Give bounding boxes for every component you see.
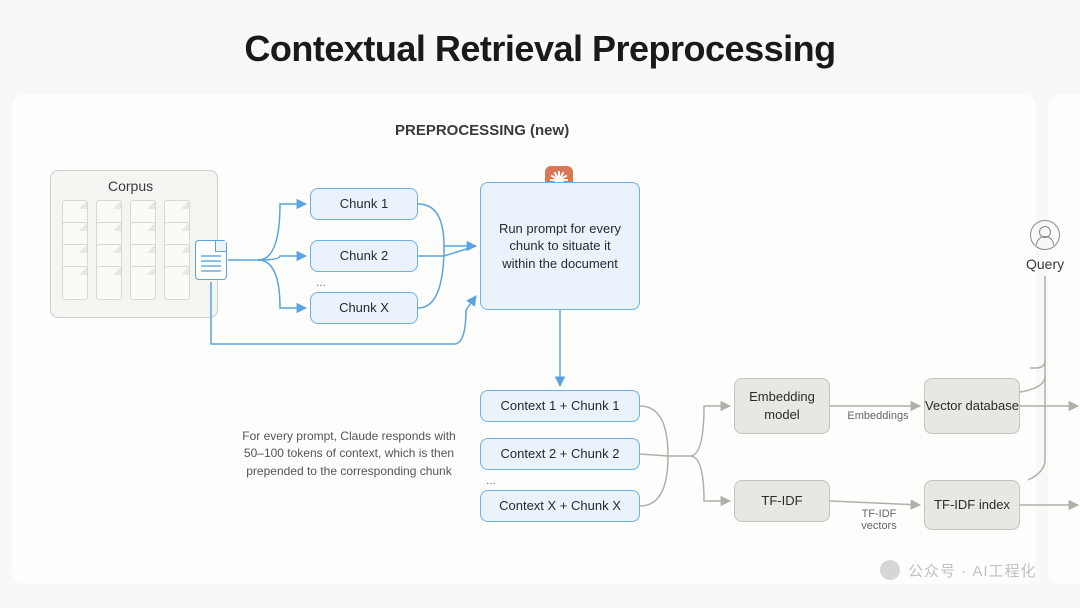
context-node: Context 1 + Chunk 1 [480,390,640,422]
doc-stack-icon [130,200,158,280]
runtime-panel-edge [1048,94,1080,584]
document-icon [195,240,227,280]
caption-text: For every prompt, Claude responds with 5… [240,428,458,480]
chunk-node: Chunk X [310,292,418,324]
page-title: Contextual Retrieval Preprocessing [0,0,1080,70]
embedding-model-box: Embedding model [734,378,830,434]
prompt-box: Run prompt for every chunk to situate it… [480,182,640,310]
context-node: Context 2 + Chunk 2 [480,438,640,470]
watermark-icon [880,560,900,580]
vector-db-box: Vector database [924,378,1020,434]
section-label: PREPROCESSING (new) [395,122,569,139]
chunk-node: Chunk 2 [310,240,418,272]
tfidf-index-box: TF-IDF index [924,480,1020,530]
query-user-icon [1030,220,1060,250]
watermark-text: 公众号 · AI工程化 [908,560,1037,581]
ellipsis: ... [486,473,496,487]
context-node: Context X + Chunk X [480,490,640,522]
chunk-node: Chunk 1 [310,188,418,220]
doc-stack-icon [164,200,192,280]
doc-stack-icon [62,200,90,280]
tfidf-box: TF-IDF [734,480,830,522]
ellipsis: ... [316,275,326,289]
edge-label-embeddings: Embeddings [838,410,918,422]
query-label: Query [1026,256,1064,272]
doc-stack-icon [96,200,124,280]
edge-label-tfidf: TF-IDF vectors [844,508,914,532]
corpus-label: Corpus [108,178,153,194]
